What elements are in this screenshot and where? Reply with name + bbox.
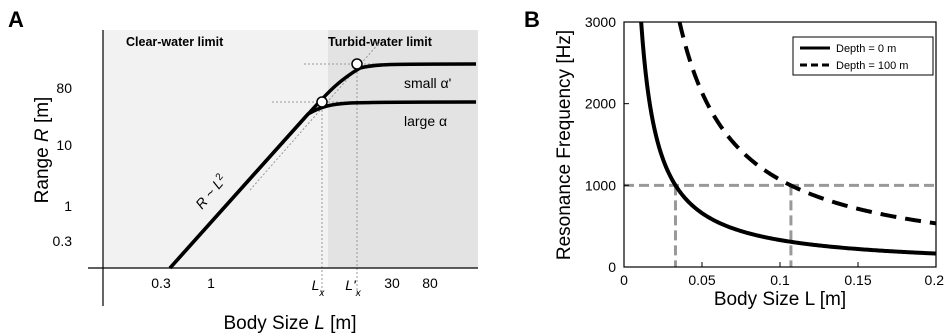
slope-label-exp: 2: [213, 171, 225, 183]
a-xtick-lx: Lx: [312, 277, 326, 299]
a-xtick-80: 80: [422, 275, 438, 291]
legend-solid-label: Depth = 0 m: [836, 43, 896, 55]
panel-b-x-ticks: 0 0.05 0.1 0.15 0.2: [620, 262, 944, 288]
small-alpha-label: small α': [404, 75, 451, 91]
a-xtick-30: 30: [384, 275, 400, 291]
a-xlabel-post: [m]: [325, 313, 357, 334]
b-xtick-label: 0.05: [688, 272, 715, 288]
a-xtick-lpx-sub: x: [355, 288, 362, 299]
a-xtick-lpx-base: L': [345, 277, 357, 293]
b-xtick-label: 0.2: [925, 272, 945, 288]
b-ytick-label: 3000: [585, 14, 616, 30]
a-xtick-lx-base: L: [312, 277, 320, 293]
panel-a: A Clear-water limit Turbid-water limit s…: [8, 7, 478, 334]
marker-lx: [316, 96, 328, 108]
b-xtick-label: 0.15: [844, 272, 871, 288]
turbid-water-label: Turbid-water limit: [328, 35, 433, 49]
series-depth-0m: [639, 21, 937, 256]
a-y-axis-title: Range R [m]: [32, 97, 53, 204]
a-ytick-1: 1: [64, 198, 72, 214]
a-ytick-10: 10: [56, 137, 72, 153]
panel-a-label: A: [8, 7, 24, 32]
a-xtick-0.3: 0.3: [151, 275, 171, 291]
a-ytick-0.3: 0.3: [53, 233, 73, 249]
clear-water-region: [103, 30, 328, 268]
panel-b-legend: Depth = 0 m Depth = 100 m: [792, 36, 934, 76]
panel-b: B Depth = 0 m Depth = 100 m 0 1000 2000 300…: [524, 7, 944, 310]
a-ytick-80: 80: [56, 80, 72, 96]
large-alpha-label: large α: [404, 113, 447, 129]
a-x-axis-title: Body Size L [m]: [223, 313, 356, 334]
b-ytick-label: 2000: [585, 96, 616, 112]
series-depth-100m: [677, 21, 937, 226]
marker-lpx: [351, 58, 363, 70]
b-y-axis-title: Resonance Frequency [Hz]: [554, 30, 575, 260]
legend-dashed-label: Depth = 100 m: [836, 60, 908, 72]
a-xtick-lpx: L'x: [345, 277, 361, 299]
a-xtick-lx-sub: x: [318, 288, 325, 299]
legend-box: [792, 36, 934, 76]
b-ytick-label: 1000: [585, 177, 616, 193]
b-xtick-label: 0: [620, 272, 628, 288]
curve-large-alpha: [168, 100, 477, 270]
a-ylabel-post: [m]: [32, 97, 53, 129]
panel-b-y-ticks: 0 1000 2000 3000: [585, 14, 629, 275]
b-ytick-label: 0: [608, 259, 616, 275]
panel-b-label: B: [524, 7, 540, 32]
a-xtick-1: 1: [207, 275, 215, 291]
clear-water-label: Clear-water limit: [126, 35, 224, 49]
panel-b-plot-area: [624, 21, 937, 267]
a-xlabel-var: L: [314, 313, 325, 334]
turbid-water-region: [328, 30, 478, 268]
a-ylabel-pre: Range: [32, 142, 53, 203]
b-xtick-label: 0.1: [770, 272, 790, 288]
b-x-axis-title: Body Size L [m]: [714, 289, 846, 310]
a-ylabel-var: R: [32, 128, 53, 142]
a-xlabel-pre: Body Size: [223, 313, 314, 334]
